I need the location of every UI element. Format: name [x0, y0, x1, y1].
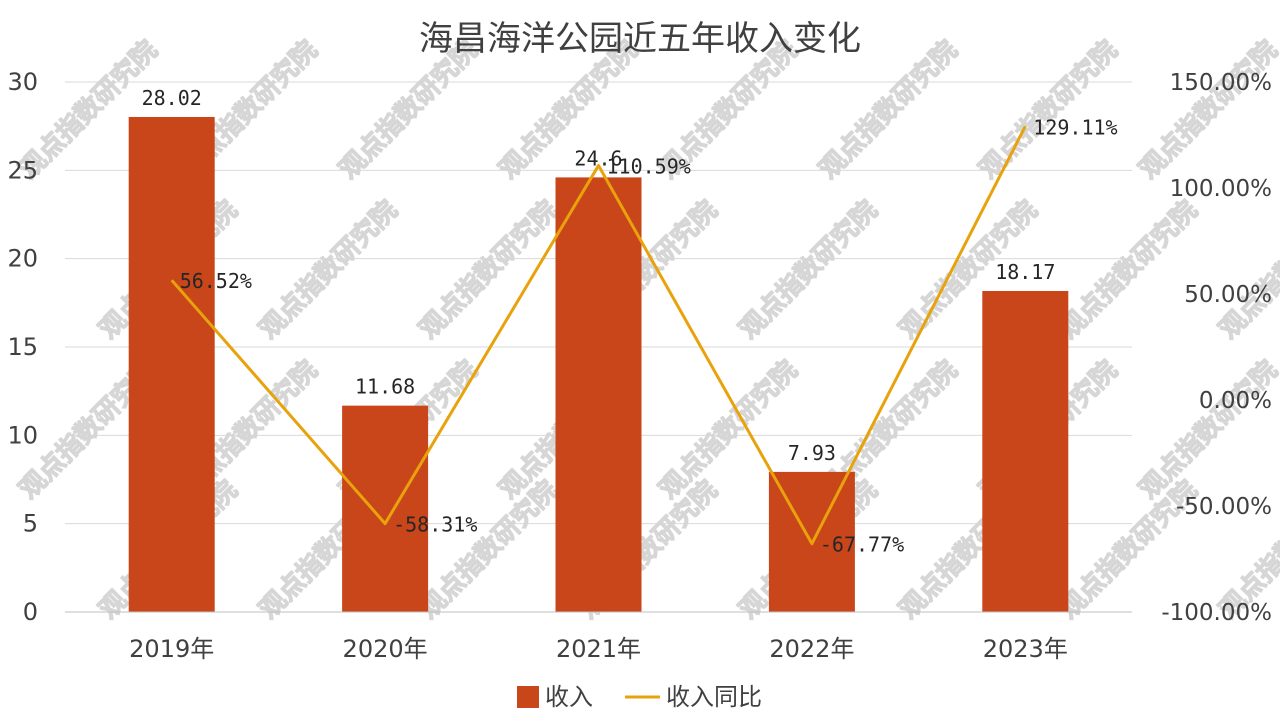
y-right-tick-3: 50.00%	[1184, 282, 1272, 308]
bar-label-1: 11.68	[355, 375, 415, 399]
x-tick-3: 2022年	[769, 635, 854, 663]
data-labels: 28.02 11.68 24.6 7.93 18.17 56.52% -58.31% 110.…	[142, 86, 1118, 557]
bar-label-4: 18.17	[995, 260, 1055, 284]
bar-1	[342, 405, 429, 612]
x-tick-0: 2019年	[129, 635, 214, 663]
watermark-text-12: 观点指数研究院	[733, 194, 884, 345]
watermark-text-6: 观点指数研究院	[973, 34, 1124, 185]
legend-label-bar: 收入	[545, 683, 593, 711]
watermark-text-14: 观点指数研究院	[1053, 194, 1204, 345]
y-left-tick-4: 20	[7, 245, 38, 273]
legend-label-line: 收入同比	[666, 683, 762, 711]
bar-label-0: 28.02	[142, 86, 202, 110]
y-left-tick-0: 0	[23, 598, 38, 626]
bar-0	[128, 116, 215, 612]
watermark-text-23: 观点指数研究院	[1133, 354, 1280, 505]
y-left-tick-2: 10	[7, 421, 38, 449]
y-right-tick-5: 150.00%	[1170, 70, 1272, 96]
y-left-tick-3: 15	[7, 333, 38, 361]
y-right-tick-1: -50.00%	[1176, 494, 1272, 520]
line-label-0: 56.52%	[180, 269, 252, 293]
y-left-tick-1: 5	[23, 510, 38, 538]
y-left-tick-6: 30	[7, 68, 38, 96]
bar-series	[128, 116, 1069, 612]
x-tick-2: 2021年	[556, 635, 641, 663]
watermark-text-9: 观点指数研究院	[253, 194, 404, 345]
y-right-tick-0: -100.00%	[1161, 600, 1272, 626]
y-right-tick-4: 100.00%	[1170, 176, 1272, 202]
x-tick-1: 2020年	[343, 635, 428, 663]
legend-swatch-bar	[517, 686, 539, 708]
line-label-4: 129.11%	[1033, 115, 1117, 139]
line-label-2: 110.59%	[607, 155, 691, 179]
axes: 0 5 10 15 20 25 30 -100.00% -50.00% 0.00% 50.00% 10…	[7, 68, 1272, 663]
y-left-tick-5: 25	[7, 156, 38, 184]
bar-label-3: 7.93	[788, 441, 836, 465]
line-series	[170, 125, 1027, 546]
line-label-1: -58.31%	[393, 513, 477, 537]
bar-label-2: 24.6	[574, 146, 622, 170]
bar-2	[555, 177, 642, 612]
x-tick-4: 2023年	[983, 635, 1068, 663]
chart-title: 海昌海洋公园近五年收入变化	[419, 19, 861, 59]
y-right-tick-2: 0.00%	[1199, 388, 1272, 414]
legend: 收入 收入同比	[517, 683, 762, 711]
line-label-3: -67.77%	[820, 533, 904, 557]
bar-4	[982, 290, 1069, 612]
watermark-text-10: 观点指数研究院	[413, 194, 564, 345]
watermark-text-7: 观点指数研究院	[1133, 34, 1280, 185]
watermark-text-26: 观点指数研究院	[413, 474, 564, 625]
watermark-text-15: 观点指数研究院	[1213, 194, 1280, 345]
